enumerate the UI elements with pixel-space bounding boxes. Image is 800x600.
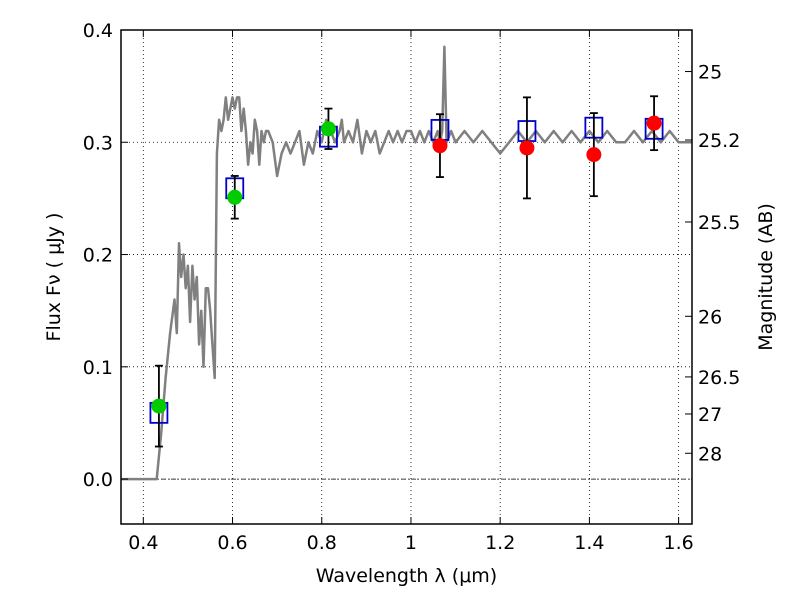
right-tick-label: 25 [698,62,722,84]
observed-flux-point [519,140,535,156]
right-axis-label: Magnitude (AB) [755,203,777,351]
right-tick-label: 25.2 [698,130,740,152]
observed-flux-point [432,138,448,154]
x-tick-label: 1 [405,532,417,554]
right-tick-label: 28 [698,443,722,465]
right-tick-label: 27 [698,404,722,426]
plot-frame [120,29,693,525]
x-tick-label: 1.4 [574,532,604,554]
observed-flux-point [646,115,662,131]
observed-flux-point [320,121,336,137]
y-tick-label: 0.3 [83,132,113,154]
x-axis-label: Wavelength λ (μm) [316,565,497,587]
y-tick-label: 0.2 [83,245,113,267]
right-tick-label: 26.5 [698,367,740,389]
axis-ticks: 0.4 0.6 0.8 1 1.2 1.4 1.6 0.0 0.1 0.2 0.3 0.4 25 25.2… [83,20,741,554]
x-tick-label: 0.8 [307,532,337,554]
x-tick-label: 0.6 [217,532,247,554]
x-tick-label: 1.2 [485,532,515,554]
y-axis-label: Flux Fν ( μJy ) [43,213,65,342]
right-tick-label: 25.5 [698,212,740,234]
observed-flux-point [151,398,167,414]
x-tick-label: 1.6 [664,532,694,554]
spectrum-line [121,45,692,481]
y-tick-label: 0.0 [83,469,113,491]
observed-flux-point [586,147,602,163]
x-tick-label: 0.4 [128,532,158,554]
observed-flux-point [227,189,243,205]
grid [121,29,692,524]
right-tick-label: 26 [698,306,722,328]
y-tick-label: 0.1 [83,357,113,379]
plot-data [121,45,692,481]
y-tick-label: 0.4 [83,20,113,42]
